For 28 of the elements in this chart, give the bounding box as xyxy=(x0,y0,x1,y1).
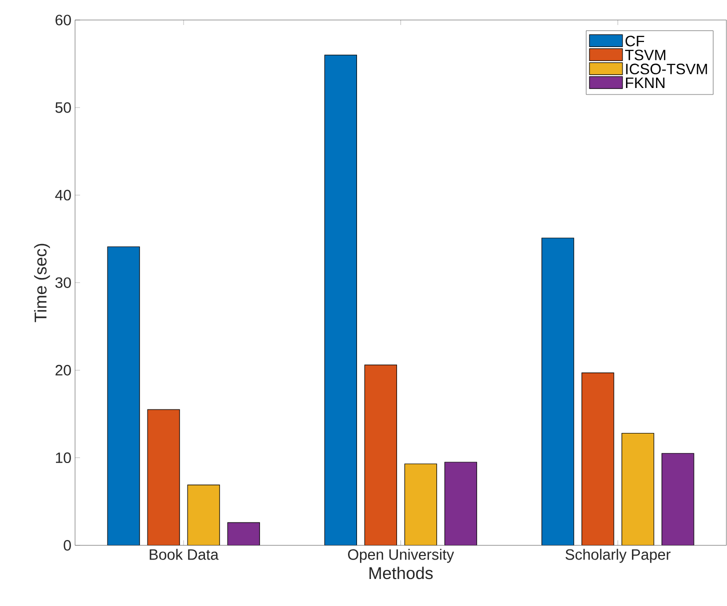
y-tick-label: 60 xyxy=(56,14,71,26)
y-tick-label: 30 xyxy=(55,277,71,288)
y-tick-label: 50 xyxy=(55,102,71,113)
bar xyxy=(187,484,220,546)
bar xyxy=(324,54,357,546)
bar xyxy=(582,372,614,546)
x-tick-label: Open University xyxy=(348,548,454,563)
bar xyxy=(227,522,260,546)
legend-label: CF xyxy=(626,36,644,46)
bar xyxy=(541,238,574,546)
x-tick-label: Scholarly Paper xyxy=(566,548,671,563)
bar xyxy=(364,364,398,546)
legend-label: FKNN xyxy=(626,78,664,88)
bar xyxy=(622,432,654,546)
bar xyxy=(444,462,478,546)
bar xyxy=(107,246,140,546)
bar xyxy=(147,409,180,546)
y-tick-label: 40 xyxy=(55,190,71,200)
y-tick-label: 10 xyxy=(56,452,71,463)
bar xyxy=(404,463,438,546)
x-axis-title: Methods xyxy=(370,566,433,580)
y-tick-label: 0 xyxy=(64,540,71,550)
y-axis-title: Time (sec) xyxy=(34,244,50,322)
x-tick-label: Book Data xyxy=(150,548,219,560)
bar xyxy=(662,452,694,546)
legend-label: TSVM xyxy=(625,50,666,60)
y-tick-label: 20 xyxy=(56,364,71,376)
legend-label: ICSO-TSVM xyxy=(626,64,707,74)
